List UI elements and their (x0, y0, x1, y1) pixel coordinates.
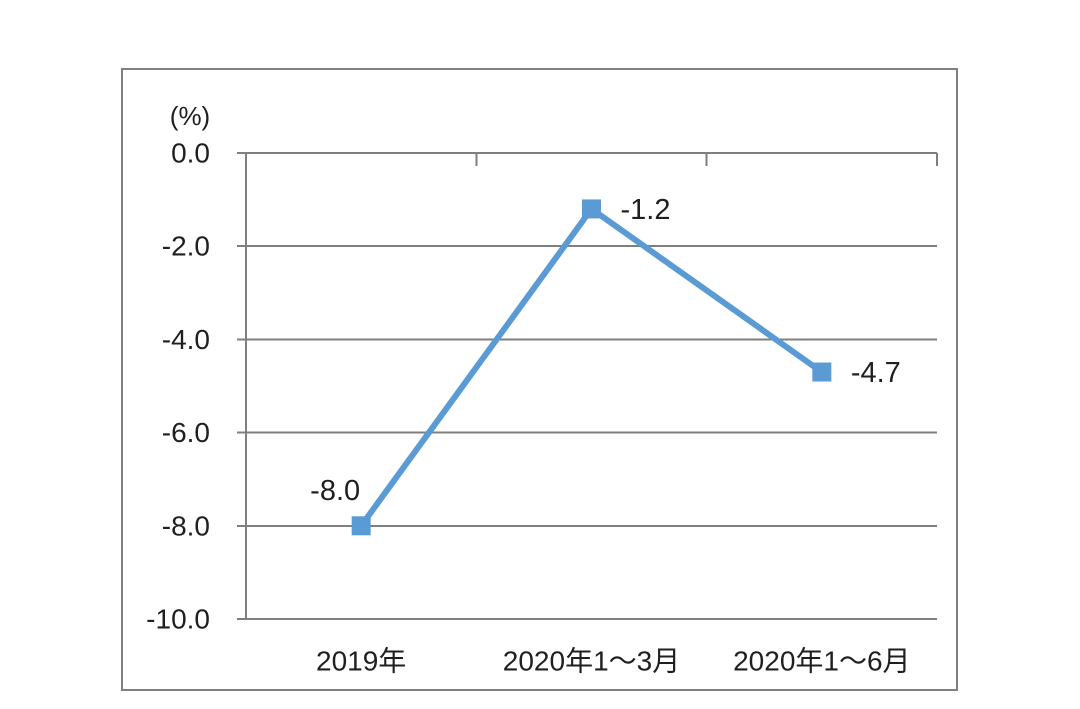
y-tick-label: -6.0 (162, 417, 210, 448)
data-point-marker (351, 516, 371, 536)
y-tick-label: 0.0 (171, 138, 210, 169)
y-tick-label: -8.0 (162, 510, 210, 541)
y-tick-label: -4.0 (162, 324, 210, 355)
data-point-marker (812, 362, 832, 382)
unit-label: (%) (170, 101, 210, 131)
y-tick-label: -2.0 (162, 231, 210, 262)
x-category-label: 2019年 (316, 646, 406, 677)
y-tick-label: -10.0 (146, 604, 210, 635)
chart-frame (121, 68, 958, 691)
data-label: -4.7 (851, 357, 901, 389)
data-label: -8.0 (310, 475, 360, 507)
data-label: -1.2 (621, 194, 671, 226)
x-category-label: 2020年1～3月 (503, 646, 680, 677)
data-point-marker (582, 199, 601, 219)
x-category-label: 2020年1～6月 (733, 646, 910, 677)
